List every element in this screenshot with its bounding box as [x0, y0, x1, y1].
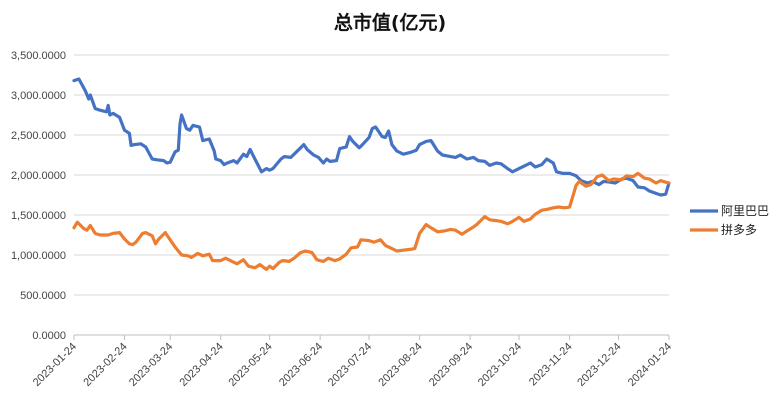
- y-tick-label: 0.0000: [32, 330, 66, 342]
- x-tick-label: 2023-03-24: [127, 341, 175, 389]
- x-tick-label: 2023-12-24: [575, 341, 623, 389]
- y-tick-label: 2,500.0000: [11, 130, 66, 142]
- x-tick-label: 2023-09-24: [427, 341, 475, 389]
- y-tick-label: 2,000.0000: [11, 170, 66, 182]
- x-tick-label: 2024-01-24: [626, 341, 674, 389]
- y-tick-label: 3,000.0000: [11, 90, 66, 102]
- y-tick-label: 1,000.0000: [11, 250, 66, 262]
- series-line-alibaba: [72, 77, 671, 197]
- y-tick-label: 500.0000: [20, 290, 66, 302]
- x-tick-label: 2023-06-24: [277, 341, 325, 389]
- gridlines: [74, 54, 669, 336]
- x-tick-label: 2023-11-24: [527, 341, 575, 389]
- x-tick-label: 2023-02-24: [81, 341, 129, 389]
- series-lines: [72, 77, 671, 271]
- x-tick-label: 2023-10-24: [476, 341, 524, 389]
- x-tick-label: 2023-08-24: [376, 341, 424, 389]
- x-tick-label: 2023-01-24: [31, 341, 79, 389]
- y-axis-ticks: 0.0000 500.0000 1,000.0000 1,500.0000 2,000.…: [11, 50, 66, 342]
- x-tick-label: 2023-05-24: [226, 341, 274, 389]
- legend-label: 阿里巴巴: [721, 204, 769, 218]
- legend-label: 拼多多: [721, 223, 757, 237]
- x-tick-label: 2023-04-24: [178, 341, 226, 389]
- y-tick-label: 3,500.0000: [11, 50, 66, 62]
- y-tick-label: 1,500.0000: [11, 210, 66, 222]
- series-line-pdd: [72, 171, 671, 271]
- chart-title: 总市值(亿元): [334, 11, 446, 34]
- x-tick-label: 2023-07-24: [326, 341, 374, 389]
